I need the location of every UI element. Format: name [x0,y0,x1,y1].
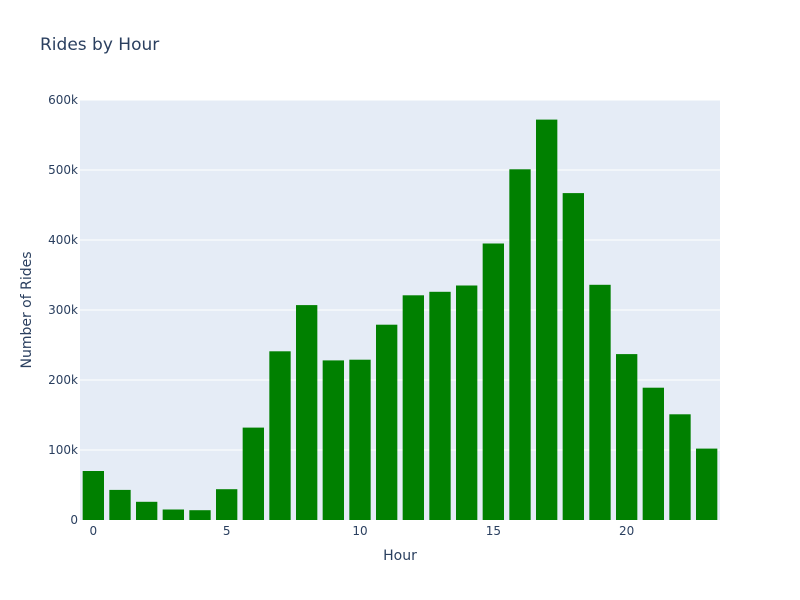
bar-hour-10[interactable] [349,359,371,520]
bar-hour-15[interactable] [482,243,504,521]
bar-hour-21[interactable] [642,387,664,520]
y-axis-title: Number of Rides [19,251,35,368]
y-tick-label: 400k [48,233,78,247]
bar-hour-7[interactable] [269,351,291,520]
bar-hour-17[interactable] [536,119,558,520]
bar-hour-18[interactable] [562,193,584,520]
x-axis-ticks: 0 5 10 15 20 [90,524,635,538]
bar-hour-19[interactable] [589,284,611,520]
x-tick-label: 10 [352,524,367,538]
y-tick-label: 500k [48,163,78,177]
y-tick-label: 100k [48,443,78,457]
y-tick-label: 600k [48,93,78,107]
bar-hour-16[interactable] [509,169,531,521]
bar-hour-6[interactable] [242,427,264,520]
bar-hour-14[interactable] [456,285,478,521]
bars [82,119,718,521]
grid-lines [80,99,720,451]
chart-title: Rides by Hour [40,35,159,55]
y-tick-label: 0 [70,513,78,527]
x-tick-label: 5 [223,524,231,538]
bar-hour-5[interactable] [216,489,238,520]
bar-hour-4[interactable] [189,510,211,520]
x-tick-label: 15 [486,524,501,538]
y-tick-label: 200k [48,373,78,387]
y-axis-ticks: 0 100k 200k 300k 400k 500k 600k [48,93,78,527]
bar-hour-1[interactable] [109,489,131,520]
y-tick-label: 300k [48,303,78,317]
x-tick-label: 20 [619,524,634,538]
x-axis-title: Hour [383,548,417,564]
bar-hour-0[interactable] [82,471,104,520]
bar-hour-2[interactable] [136,501,158,520]
x-tick-label: 0 [90,524,98,538]
bar-hour-11[interactable] [376,324,398,520]
bar-hour-22[interactable] [669,414,691,520]
bar-hour-12[interactable] [402,295,424,520]
bar-hour-9[interactable] [322,360,344,520]
bar-hour-3[interactable] [162,509,184,521]
bar-hour-23[interactable] [696,448,718,520]
bar-hour-8[interactable] [296,305,318,520]
bar-hour-20[interactable] [616,354,638,520]
bar-hour-13[interactable] [429,291,451,520]
